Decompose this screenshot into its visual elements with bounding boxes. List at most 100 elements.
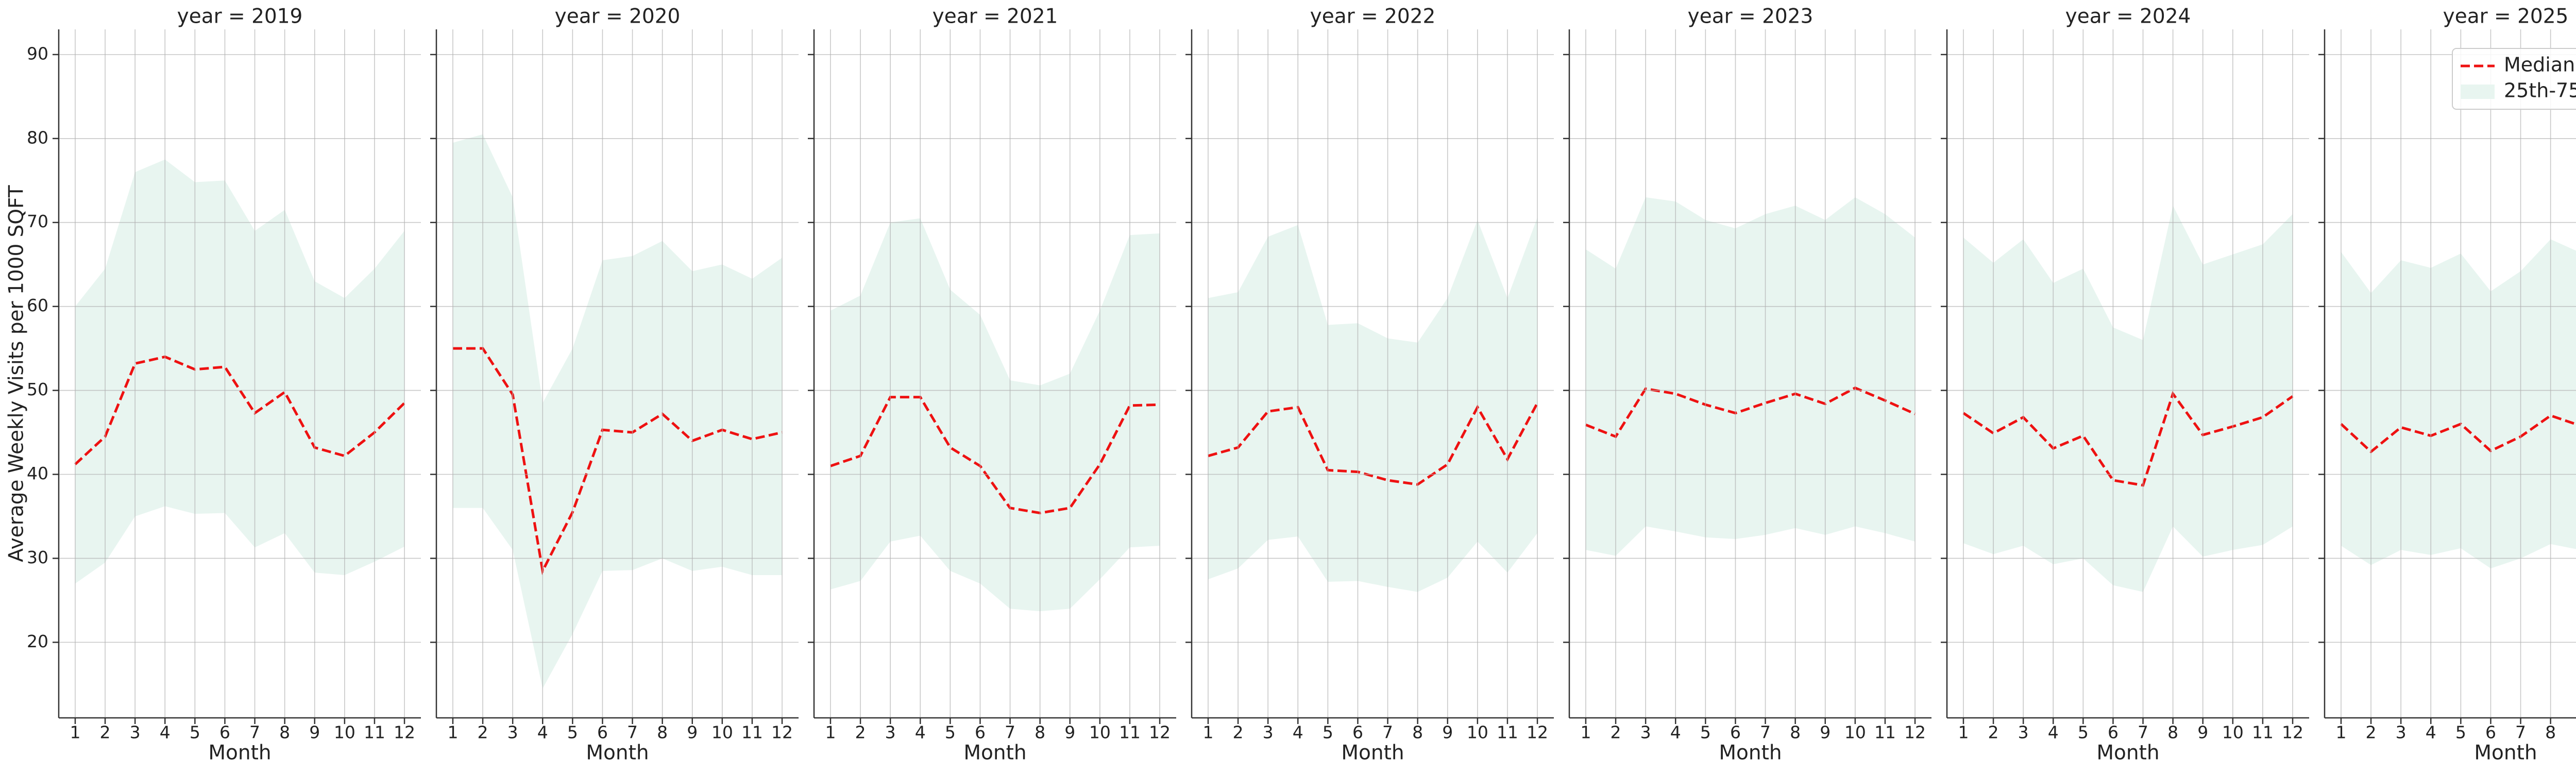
percentile-band xyxy=(1963,206,2293,592)
x-tick-label: 5 xyxy=(2078,722,2089,743)
x-tick-label: 9 xyxy=(1820,722,1831,743)
x-tick-label: 12 xyxy=(1527,722,1548,743)
x-tick-label: 3 xyxy=(2396,722,2406,743)
x-tick-label: 7 xyxy=(2515,722,2526,743)
x-tick-label: 5 xyxy=(1323,722,1333,743)
y-tick-label: 90 xyxy=(27,43,48,63)
x-tick-label: 1 xyxy=(70,722,80,743)
x-tick-label: 10 xyxy=(1089,722,1111,743)
median-line xyxy=(2340,414,2576,453)
x-tick-label: 5 xyxy=(2455,722,2466,743)
x-tick-label: 7 xyxy=(627,722,638,743)
x-tick-label: 11 xyxy=(741,722,763,743)
y-tick-label: 80 xyxy=(27,127,48,147)
panel-title: year = 2024 xyxy=(2065,5,2191,28)
median-line xyxy=(74,355,405,465)
percentile-band xyxy=(452,134,783,688)
x-tick-label: 8 xyxy=(1412,722,1423,743)
x-tick-label: 1 xyxy=(2335,722,2346,743)
y-tick-label: 40 xyxy=(27,463,48,483)
plot-area xyxy=(1585,197,1916,556)
x-tick-label: 2 xyxy=(1988,722,1999,743)
x-tick-label: 12 xyxy=(2282,722,2303,743)
x-tick-label: 7 xyxy=(1005,722,1015,743)
x-tick-label: 11 xyxy=(1874,722,1896,743)
plot-area xyxy=(1208,217,1539,592)
x-tick-label: 6 xyxy=(975,722,986,743)
x-tick-label: 3 xyxy=(885,722,896,743)
x-tick-label: 4 xyxy=(915,722,926,743)
x-axis-label: Month xyxy=(208,742,271,765)
x-tick-label: 10 xyxy=(1844,722,1866,743)
x-tick-label: 1 xyxy=(1202,722,1213,743)
x-tick-label: 10 xyxy=(2222,722,2244,743)
panel-title: year = 2019 xyxy=(177,5,303,28)
panel-title: year = 2025 xyxy=(2443,5,2569,28)
x-tick-label: 2 xyxy=(100,722,111,743)
x-tick-label: 4 xyxy=(160,722,171,743)
x-tick-label: 2 xyxy=(2366,722,2377,743)
x-tick-label: 10 xyxy=(1467,722,1488,743)
x-tick-label: 12 xyxy=(394,722,415,743)
legend-swatch xyxy=(2461,85,2495,99)
x-tick-label: 3 xyxy=(507,722,518,743)
panel-title: year = 2021 xyxy=(933,5,1058,28)
legend-label: Median xyxy=(2504,54,2575,76)
x-axis-label: Month xyxy=(963,742,1026,765)
y-tick-label: 70 xyxy=(27,211,48,231)
x-tick-label: 8 xyxy=(1035,722,1045,743)
x-axis-label: Month xyxy=(2096,742,2159,765)
x-tick-label: 4 xyxy=(2426,722,2436,743)
x-tick-label: 12 xyxy=(771,722,793,743)
panel-title: year = 2022 xyxy=(1310,5,1436,28)
median-line xyxy=(1208,402,1539,486)
plot-area xyxy=(452,134,783,688)
x-axis-label: Month xyxy=(2474,742,2537,765)
x-tick-label: 9 xyxy=(1064,722,1075,743)
x-tick-label: 4 xyxy=(537,722,548,743)
x-tick-label: 6 xyxy=(219,722,230,743)
percentile-band xyxy=(2341,239,2576,568)
x-tick-label: 8 xyxy=(2167,722,2178,743)
x-tick-label: 9 xyxy=(309,722,320,743)
x-tick-label: 6 xyxy=(1352,722,1363,743)
x-tick-label: 1 xyxy=(1958,722,1969,743)
x-tick-label: 8 xyxy=(2545,722,2556,743)
panel-title: year = 2020 xyxy=(555,5,681,28)
median-line xyxy=(452,347,783,575)
x-tick-label: 7 xyxy=(1760,722,1771,743)
x-tick-label: 6 xyxy=(1730,722,1741,743)
x-tick-label: 10 xyxy=(711,722,733,743)
x-tick-label: 3 xyxy=(2018,722,2029,743)
x-tick-label: 5 xyxy=(945,722,956,743)
percentile-band xyxy=(830,218,1160,612)
x-tick-label: 9 xyxy=(2575,722,2576,743)
percentile-band xyxy=(1208,217,1538,592)
x-tick-label: 11 xyxy=(2252,722,2274,743)
plot-area xyxy=(830,218,1160,612)
x-tick-label: 4 xyxy=(1293,722,1303,743)
y-tick-label: 30 xyxy=(27,547,48,567)
x-tick-label: 9 xyxy=(1442,722,1453,743)
median-line xyxy=(1585,386,1916,439)
x-tick-label: 10 xyxy=(334,722,355,743)
x-axis-label: Month xyxy=(1719,742,1782,765)
plot-area xyxy=(1962,206,2294,592)
x-tick-label: 11 xyxy=(364,722,385,743)
x-tick-label: 5 xyxy=(567,722,578,743)
x-tick-label: 7 xyxy=(249,722,260,743)
plot-area xyxy=(74,159,405,584)
x-tick-label: 5 xyxy=(1700,722,1711,743)
x-tick-label: 6 xyxy=(2485,722,2496,743)
y-axis-label: Average Weekly Visits per 1000 SQFT xyxy=(5,185,28,562)
x-tick-label: 2 xyxy=(478,722,488,743)
x-tick-label: 11 xyxy=(1119,722,1141,743)
x-axis-label: Month xyxy=(1341,742,1404,765)
percentile-band xyxy=(75,159,405,584)
plot-area xyxy=(2340,239,2576,568)
x-tick-label: 8 xyxy=(279,722,290,743)
x-tick-label: 4 xyxy=(1670,722,1681,743)
percentile-band xyxy=(1585,197,1916,556)
x-tick-label: 3 xyxy=(1640,722,1651,743)
